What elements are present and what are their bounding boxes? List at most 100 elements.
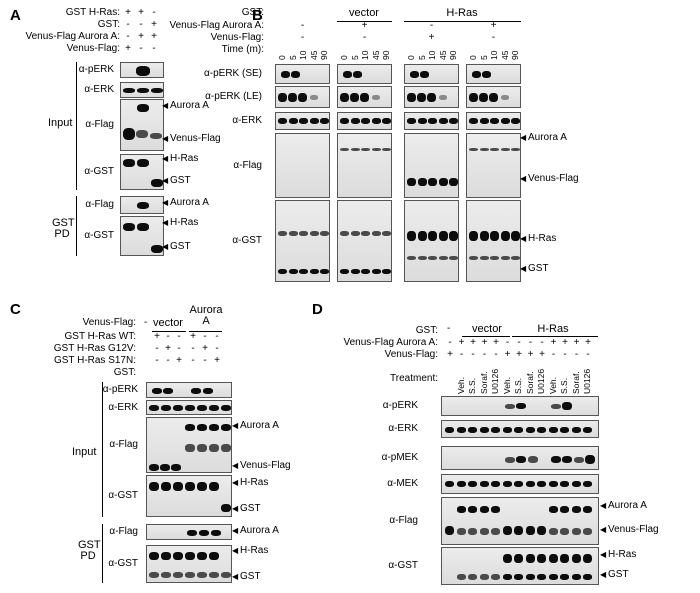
- band: [382, 118, 391, 124]
- band: [514, 554, 523, 563]
- panel-a-cond-label: Venus-Flag:: [66, 43, 120, 54]
- panel-a-marker-arrow: ◀: [162, 154, 169, 163]
- panel-b-marker: Venus-Flag: [528, 173, 579, 184]
- band: [417, 93, 426, 102]
- band: [221, 504, 231, 512]
- panel-d-aurora-value: +: [493, 337, 499, 348]
- band: [152, 388, 162, 394]
- panel-d-aurora-value: +: [481, 337, 488, 348]
- panel-a-cond-label: GST:: [97, 19, 120, 30]
- band: [548, 554, 558, 563]
- panel-b-timepoint: 0: [277, 55, 287, 60]
- panel-a-marker: H-Ras: [170, 153, 199, 164]
- panel-c-group-line: [152, 331, 186, 332]
- panel-a-blot-flag: [120, 99, 164, 151]
- panel-b-marker-arrow: ◀: [520, 264, 527, 273]
- band: [537, 574, 546, 580]
- band: [417, 256, 427, 260]
- band: [573, 457, 584, 463]
- panel-b-blot-perk-se: [466, 64, 521, 84]
- panel-d-venus-value: -: [586, 349, 590, 360]
- band: [185, 405, 195, 411]
- panel-a-row-label: α-GST: [84, 166, 114, 177]
- panel-d-gst-dash: -: [447, 323, 451, 334]
- band: [160, 464, 170, 471]
- band: [161, 552, 171, 560]
- panel-c-blot-pd-gst: [146, 545, 232, 583]
- panel-b-blot-perk-le: [466, 86, 521, 108]
- panel-c-row-label: α-pERK: [102, 384, 138, 395]
- band: [417, 118, 427, 124]
- band: [137, 202, 149, 209]
- panel-d-group-vector: vector: [472, 323, 502, 335]
- panel-c-cond-value: +: [214, 355, 220, 366]
- panel-b-timepoint: 0: [468, 55, 478, 60]
- band: [185, 572, 195, 578]
- band: [548, 427, 558, 433]
- band: [479, 506, 489, 513]
- panel-c-row-label: α-GST: [108, 490, 138, 501]
- band: [320, 269, 329, 274]
- band: [320, 231, 329, 236]
- band: [560, 427, 569, 433]
- panel-c-blot-pd-flag: [146, 524, 232, 540]
- panel-a-cond-value: -: [152, 7, 156, 18]
- panel-c-blot-perk: [146, 382, 232, 398]
- band: [320, 118, 329, 124]
- band: [163, 388, 173, 394]
- panel-d-treatment: U0126: [582, 368, 592, 394]
- panel-a-cond-value: -: [139, 19, 143, 30]
- panel-b-venus-value: -: [362, 32, 367, 43]
- band: [571, 427, 581, 433]
- panel-c-cond-value: +: [165, 343, 171, 354]
- panel-d-group-line: [512, 336, 598, 337]
- band: [469, 118, 478, 124]
- panel-c-marker: GST: [240, 571, 261, 582]
- band: [185, 424, 195, 431]
- band: [123, 128, 135, 140]
- panel-b-row-label: α-Flag: [233, 159, 262, 171]
- band: [548, 574, 558, 580]
- band: [491, 574, 500, 580]
- band: [500, 118, 510, 124]
- panel-d-blot-perk: [441, 396, 599, 416]
- panel-d-blot-erk: [441, 420, 599, 438]
- band: [428, 178, 437, 186]
- panel-c-pd-bracket: [102, 524, 103, 583]
- panel-b-blot-erk: [275, 112, 330, 130]
- band: [137, 104, 149, 112]
- panel-b-blot-erk: [466, 112, 521, 130]
- panel-b-timepoint: 10: [298, 50, 308, 60]
- band: [199, 530, 209, 536]
- band: [149, 552, 159, 560]
- panel-b-blot-gst: [275, 200, 330, 282]
- band: [479, 148, 489, 151]
- band: [360, 93, 369, 102]
- panel-b-aurora-label: Venus-Flag Aurora A:: [169, 20, 264, 31]
- panel-b-marker: GST: [528, 263, 549, 274]
- panel-b-marker: Aurora A: [528, 132, 567, 143]
- band: [562, 402, 572, 410]
- panel-b-timepoint: 5: [287, 55, 298, 60]
- panel-b-blot-perk-le: [275, 86, 330, 108]
- band: [407, 256, 416, 260]
- band: [479, 93, 488, 102]
- panel-d-venus-value: +: [504, 349, 511, 360]
- panel-d-aurora-value: +: [458, 337, 465, 348]
- panel-a-cond-value: -: [126, 19, 130, 30]
- panel-d-row-label: α-pMEK: [381, 452, 418, 463]
- band: [468, 506, 477, 513]
- band: [371, 148, 381, 151]
- panel-c-cond-label: GST H-Ras S17N:: [53, 355, 136, 366]
- band: [191, 388, 201, 394]
- panel-a-marker: Aurora A: [170, 100, 209, 111]
- panel-a-input-bracket: [76, 62, 77, 190]
- band: [209, 482, 219, 491]
- panel-b-group-line: [404, 21, 521, 22]
- panel-b-row-label: α-GST: [232, 235, 262, 246]
- band: [291, 71, 300, 78]
- band: [511, 148, 520, 151]
- panel-d-aurora-value: +: [573, 337, 580, 348]
- band: [511, 118, 520, 124]
- band: [288, 269, 298, 274]
